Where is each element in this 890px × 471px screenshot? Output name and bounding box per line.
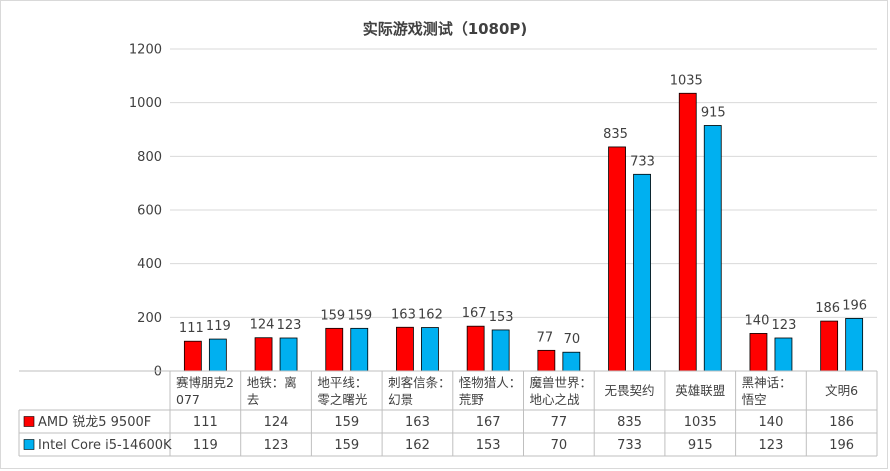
y-tick-label-0: 0 — [154, 365, 162, 380]
legend-key-series2 — [23, 439, 35, 450]
bar-series2-8 — [774, 337, 793, 372]
category-label-4-line2: 荒野 — [459, 392, 485, 407]
category-label-1-line1: 地铁：离 — [247, 375, 297, 390]
bar-series1-3 — [396, 326, 414, 372]
bar-series2-2 — [350, 327, 369, 372]
legend-label-series2: Intel Core i5-14600K — [38, 438, 172, 453]
table-value-series1-1: 124 — [264, 415, 289, 430]
y-tick-label-1200: 1200 — [129, 43, 162, 58]
table-value-series2-2: 159 — [334, 438, 359, 453]
data-label-series2-4: 153 — [489, 310, 514, 325]
table-value-series1-6: 835 — [617, 415, 642, 430]
table-value-series2-0: 119 — [193, 438, 218, 453]
category-label-5-line2: 地心之战 — [530, 392, 581, 407]
y-tick-label-600: 600 — [137, 204, 162, 219]
bar-series2-1 — [279, 337, 298, 372]
y-tick-label-400: 400 — [137, 257, 162, 272]
bar-series1-9 — [820, 320, 839, 372]
category-label-7: 英雄联盟 — [675, 383, 725, 398]
data-label-series1-3: 163 — [391, 307, 416, 322]
bar-series2-4 — [491, 329, 510, 372]
bar-series1-8 — [749, 333, 768, 372]
table-value-series2-6: 733 — [617, 438, 642, 453]
category-label-2-line1: 地平线： — [317, 375, 367, 390]
bar-series1-0 — [183, 340, 202, 372]
table-value-series2-4: 153 — [476, 438, 501, 453]
table-value-series1-4: 167 — [476, 415, 501, 430]
data-label-series2-0: 119 — [206, 319, 231, 334]
category-label-2-line2: 零之曙光 — [317, 392, 367, 407]
bar-series1-5 — [537, 349, 556, 372]
data-label-series1-7: 1035 — [670, 73, 703, 88]
data-label-series2-9: 196 — [842, 298, 867, 313]
bar-series2-7 — [703, 125, 722, 372]
table-value-series2-1: 123 — [264, 438, 289, 453]
data-label-series2-7: 915 — [701, 105, 726, 120]
chart-title: 实际游戏测试（1080P) — [363, 20, 528, 38]
bar-series2-0 — [208, 338, 227, 372]
category-label-5-line1: 魔兽世界： — [530, 375, 593, 390]
data-label-series1-8: 140 — [745, 313, 770, 328]
category-label-8-line1: 黑神话： — [742, 375, 792, 390]
category-label-6: 无畏契约 — [605, 383, 655, 398]
bar-series2-6 — [633, 173, 651, 372]
y-tick-label-800: 800 — [137, 150, 162, 165]
data-label-series2-1: 123 — [277, 318, 302, 333]
data-label-series1-9: 186 — [815, 301, 840, 316]
data-label-series1-0: 111 — [179, 321, 204, 336]
bar-series2-5 — [562, 351, 581, 372]
bar-series1-1 — [254, 337, 273, 372]
category-label-8-line2: 悟空 — [742, 392, 767, 407]
bar-series1-4 — [466, 325, 485, 372]
data-label-series1-6: 835 — [603, 127, 628, 142]
bar-series1-2 — [325, 327, 344, 372]
bar-series2-3 — [421, 327, 439, 372]
category-label-0-line2: 077 — [176, 392, 200, 407]
table-value-series1-9: 186 — [829, 415, 854, 430]
data-label-series1-5: 77 — [537, 330, 554, 345]
data-label-series2-3: 162 — [418, 308, 443, 323]
data-label-series1-4: 167 — [462, 306, 487, 321]
y-tick-label-200: 200 — [137, 311, 162, 326]
data-label-series2-5: 70 — [564, 332, 581, 347]
data-label-series2-6: 733 — [630, 154, 655, 169]
data-label-series2-2: 159 — [347, 308, 372, 323]
category-label-4-line1: 怪物猎人： — [459, 375, 522, 390]
category-label-3-line2: 幻景 — [388, 392, 413, 407]
table-value-series2-7: 915 — [688, 438, 713, 453]
bar-series1-6 — [608, 146, 626, 372]
category-label-1-line2: 去 — [247, 392, 260, 407]
category-label-3-line1: 刺客信条： — [388, 375, 451, 390]
table-value-series1-2: 159 — [334, 415, 359, 430]
bar-series2-9 — [845, 318, 864, 372]
data-label-series1-1: 124 — [250, 318, 275, 333]
bar-series1-7 — [678, 92, 697, 372]
table-value-series2-9: 196 — [829, 438, 854, 453]
category-label-9: 文明6 — [825, 383, 858, 398]
category-label-0-line1: 赛博朋克2 — [176, 375, 234, 390]
table-value-series1-5: 77 — [551, 415, 568, 430]
table-value-series2-8: 123 — [759, 438, 784, 453]
table-value-series1-8: 140 — [759, 415, 784, 430]
y-tick-label-1000: 1000 — [129, 96, 162, 111]
table-value-series2-3: 162 — [405, 438, 430, 453]
data-label-series2-8: 123 — [772, 318, 797, 333]
table-value-series1-3: 163 — [405, 415, 430, 430]
legend-key-series1 — [23, 416, 35, 427]
data-label-series1-2: 159 — [320, 308, 345, 323]
table-value-series1-0: 111 — [193, 415, 218, 430]
table-value-series1-7: 1035 — [684, 415, 717, 430]
legend-label-series1: AMD 锐龙5 9500F — [38, 415, 151, 430]
table-value-series2-5: 70 — [551, 438, 568, 453]
